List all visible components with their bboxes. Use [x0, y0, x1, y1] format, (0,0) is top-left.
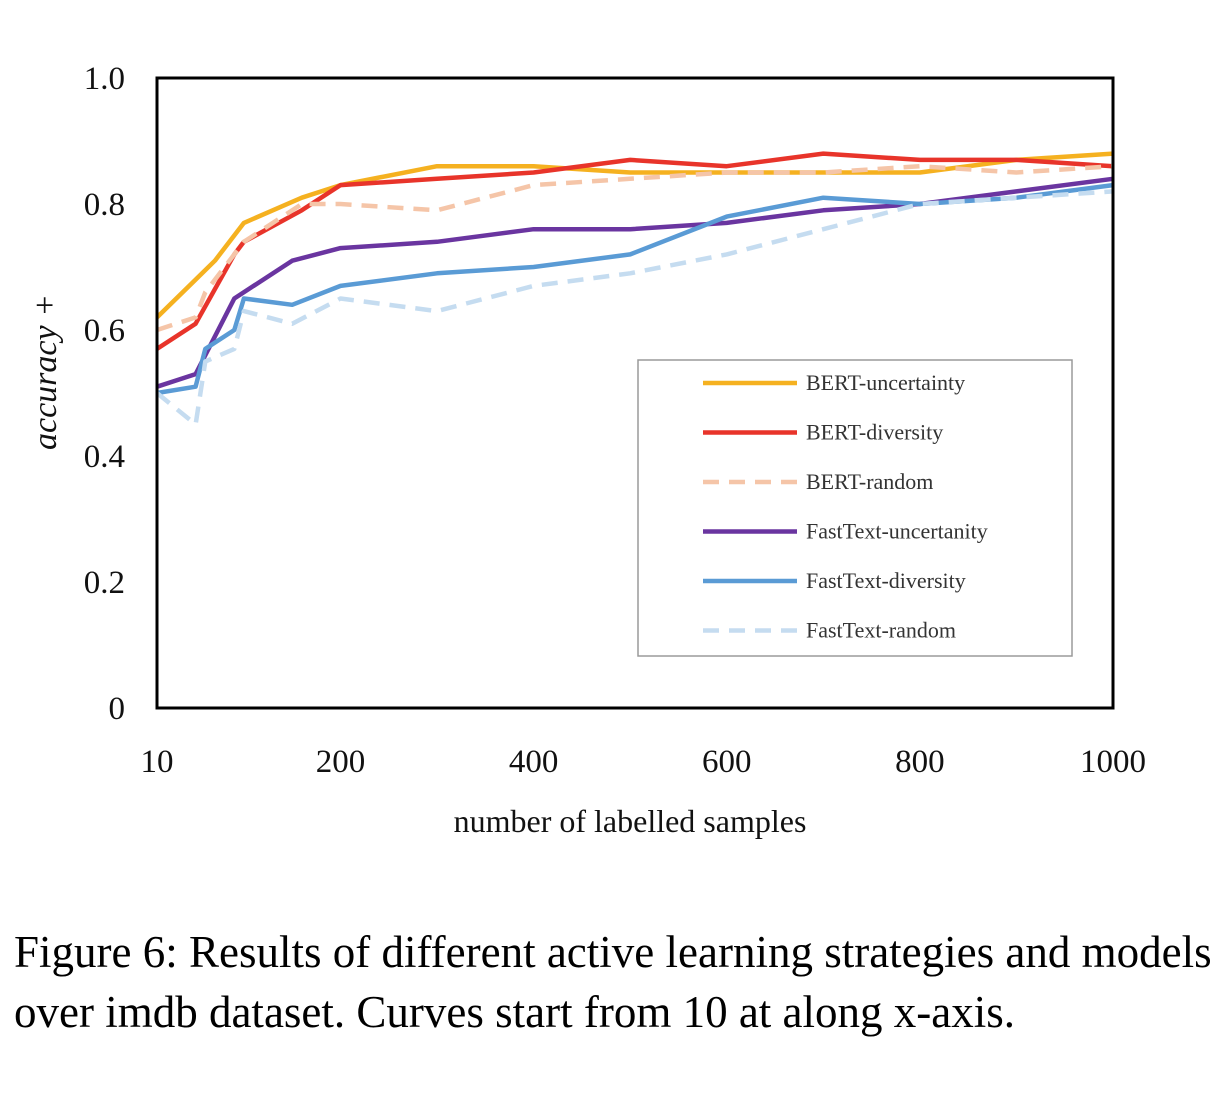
x-tick-label: 10	[141, 744, 174, 780]
legend-label: FastText-diversity	[806, 568, 966, 593]
legend: BERT-uncertainty BERT-diversity BERT-rando…	[637, 359, 1073, 657]
series-line-fasttext-diversity	[156, 182, 1114, 396]
y-tick-label: 0	[109, 691, 126, 727]
plot-area-frame	[155, 76, 1115, 710]
y-axis-title: accuracy +	[27, 294, 64, 450]
y-tick-labels: 0 0.2 0.4 0.6 0.8 1.0	[84, 61, 125, 727]
x-tick-label: 400	[509, 744, 559, 780]
y-tick-label: 0.8	[84, 187, 125, 223]
legend-label: FastText-random	[806, 618, 956, 643]
series-line-fasttext-random	[155, 189, 1114, 427]
legend-label: BERT-diversity	[806, 420, 943, 445]
line-chart: accuracy + 0 0.2 0.4 0.6 0.8 1.0 10 200 400 600 8…	[27, 61, 1147, 839]
series-line-bert-random	[156, 163, 1114, 333]
x-tick-label: 600	[702, 744, 752, 780]
legend-label: BERT-uncertainty	[806, 370, 965, 395]
x-tick-labels: 10 200 400 600 800 1000	[141, 744, 1147, 780]
y-tick-label: 0.2	[84, 565, 125, 601]
legend-box	[637, 359, 1073, 657]
series-line-bert-uncertainty	[155, 151, 1114, 320]
x-axis-title: number of labelled samples	[454, 803, 807, 839]
x-tick-label: 200	[316, 744, 366, 780]
x-tick-label: 1000	[1080, 744, 1146, 780]
legend-label: BERT-random	[806, 469, 933, 494]
x-tick-label: 800	[895, 744, 945, 780]
legend-items: BERT-uncertainty BERT-diversity BERT-rando…	[703, 370, 988, 643]
y-tick-label: 0.6	[84, 313, 125, 349]
figure-caption: Figure 6: Results of different active le…	[14, 927, 1212, 1037]
series-lines	[155, 151, 1114, 427]
y-axis-title-group: accuracy +	[27, 294, 64, 450]
legend-label: FastText-uncertanity	[806, 519, 988, 544]
y-tick-label: 1.0	[84, 61, 125, 97]
y-tick-label: 0.4	[84, 439, 125, 475]
